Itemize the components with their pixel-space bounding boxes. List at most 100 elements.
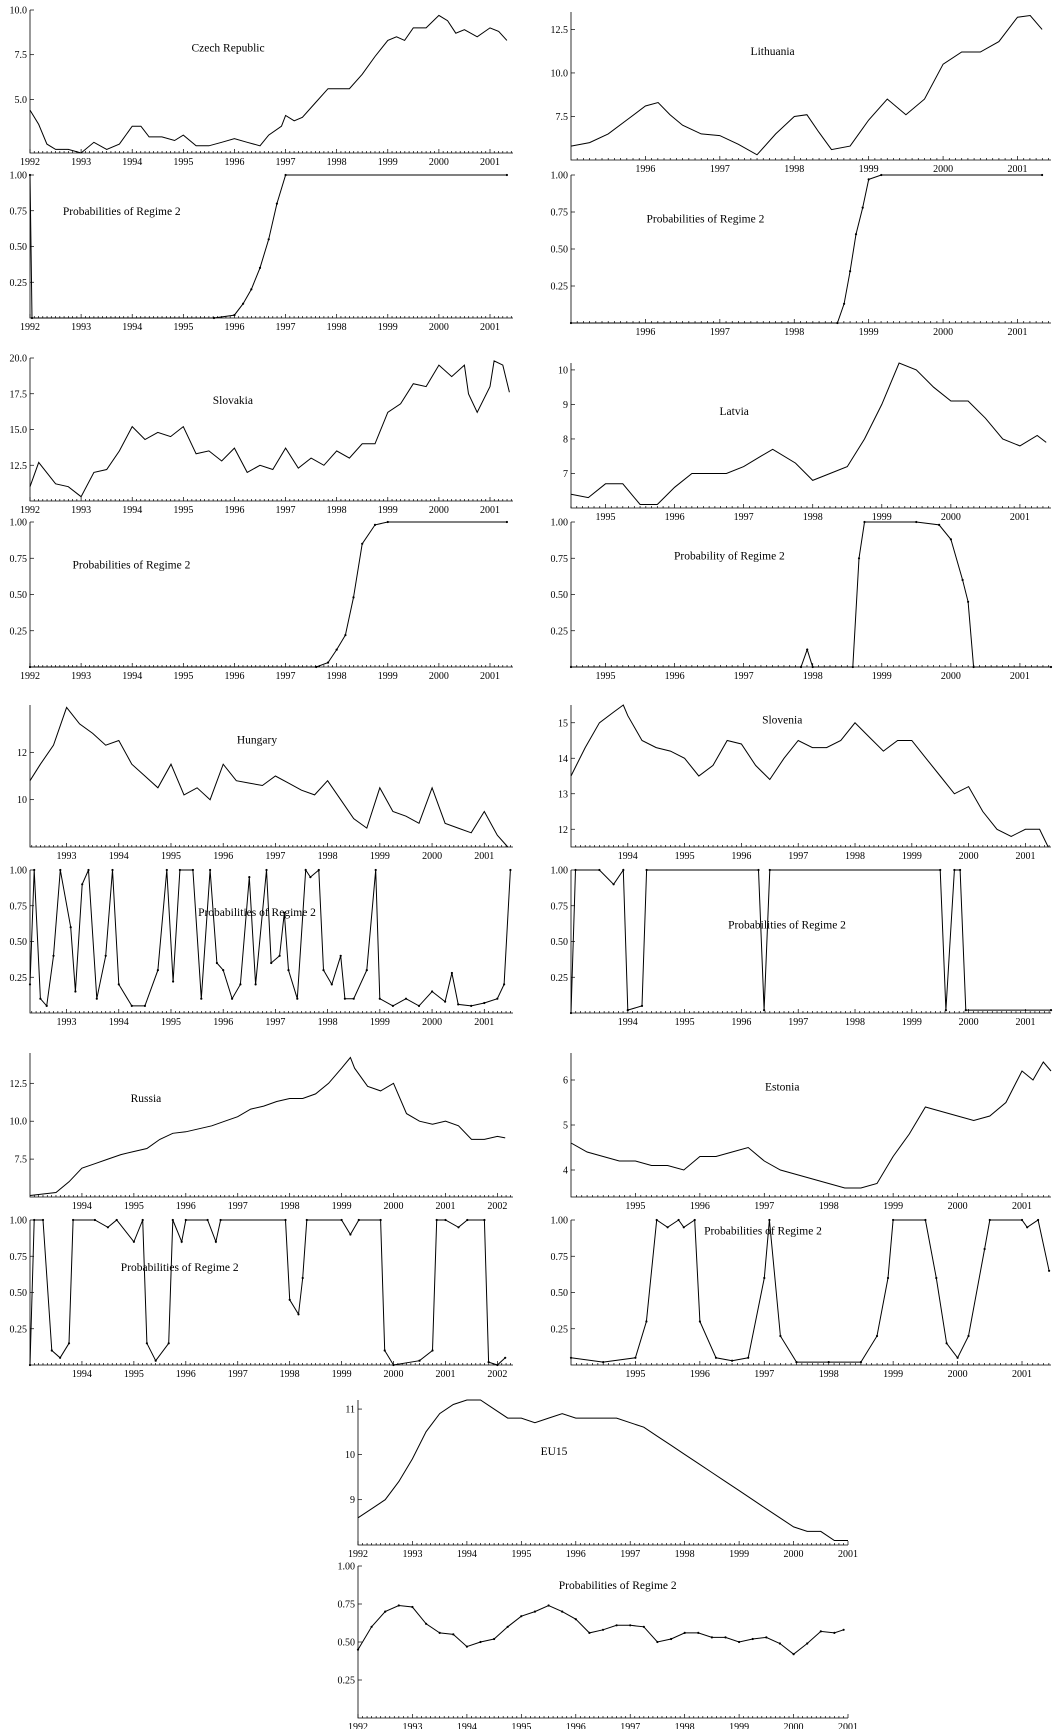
x-tick-label: 1998 [318, 1017, 338, 1028]
x-tick-label: 1996 [690, 1201, 710, 1212]
data-point [392, 1363, 395, 1367]
data-point [206, 1218, 209, 1222]
chart-panel-13: 1994 1995 1996 1997 1998 1999 2000 2001 2002 7.5 1… [10, 1053, 513, 1212]
axis-frame [570, 1220, 1051, 1366]
x-tick-label: 1999 [370, 1017, 390, 1028]
data-point [849, 270, 852, 273]
x-tick-label: 1998 [784, 327, 804, 338]
x-tick-label: 1994 [457, 1722, 477, 1729]
y-tick-label: 12.5 [551, 25, 569, 36]
data-point [72, 1218, 75, 1222]
x-tick-label: 1993 [71, 157, 91, 168]
x-tick-label: 1996 [224, 505, 244, 516]
data-point [132, 1240, 135, 1243]
data-point [343, 997, 346, 1000]
chart-panel-4: 1996 1997 1998 1999 2000 2001 0.25 0.50 0.75 1.00… [551, 171, 1051, 338]
data-point [117, 983, 120, 986]
data-point [867, 178, 870, 181]
data-point [239, 983, 242, 986]
x-tick-label: 1996 [635, 327, 655, 338]
x-tick-label: 1998 [327, 322, 347, 333]
data-point [41, 1218, 45, 1222]
data-point [50, 1349, 53, 1352]
x-tick-label: 1998 [327, 505, 347, 516]
data-point [483, 1218, 486, 1222]
data-point [768, 868, 771, 872]
panel-title: Estonia [765, 1081, 800, 1093]
x-tick-label: 1997 [788, 851, 808, 862]
x-tick-label: 1992 [20, 322, 40, 333]
data-point [863, 520, 866, 524]
series-line-1 [30, 521, 507, 668]
data-point [670, 1637, 673, 1641]
y-tick-label: 0.75 [551, 901, 569, 912]
x-tick-label: 1999 [902, 851, 922, 862]
panel-title: Slovenia [762, 714, 802, 726]
data-point [747, 1356, 750, 1359]
x-tick-label: 2001 [435, 1201, 455, 1212]
data-point [165, 868, 168, 872]
x-tick-label: 1999 [332, 1369, 352, 1380]
data-point [339, 954, 342, 957]
data-point [836, 321, 839, 325]
x-tick-label: 2001 [480, 505, 500, 516]
data-point [505, 520, 508, 524]
data-point [615, 1624, 618, 1627]
x-tick-label: 1995 [511, 1549, 531, 1560]
data-point [93, 1218, 96, 1222]
data-point [763, 1276, 766, 1280]
x-tick-label: 2001 [1008, 164, 1028, 175]
x-tick-label: 1997 [276, 505, 296, 516]
data-point [924, 1218, 927, 1222]
x-tick-label: 1995 [173, 157, 193, 168]
y-tick-label: 1.00 [551, 866, 569, 877]
chart-panel-6: 1992 1993 1994 1995 1996 1997 1998 1999 2000 2001… [10, 518, 513, 682]
x-tick-label: 1994 [72, 1369, 92, 1380]
chart-panel-17: 1992 1993 1994 1995 1996 1997 1998 1999 2000 2001… [345, 1399, 858, 1560]
series-line-1 [29, 1219, 506, 1366]
data-point [28, 173, 32, 177]
x-tick-label: 1999 [332, 1201, 352, 1212]
x-tick-label: 1995 [173, 505, 193, 516]
data-point [714, 1356, 718, 1359]
data-point [28, 665, 32, 669]
data-point [792, 1653, 795, 1656]
y-tick-label: 15 [558, 718, 568, 729]
x-tick-label: 1999 [872, 512, 892, 523]
data-point [167, 1342, 170, 1345]
panel-title: EU15 [541, 1446, 568, 1458]
data-point [130, 1004, 133, 1008]
x-tick-label: 1992 [20, 671, 40, 682]
data-point [267, 238, 270, 241]
axis-frame [29, 1053, 513, 1198]
x-tick-label: 1994 [618, 851, 638, 862]
data-point [959, 868, 962, 872]
panel-title: Probabilities of Regime 2 [198, 907, 316, 919]
data-point [326, 661, 330, 664]
x-tick-label: 1995 [173, 671, 193, 682]
y-tick-label: 7.5 [556, 112, 569, 123]
x-tick-label: 2000 [429, 505, 449, 516]
x-tick-label: 2001 [838, 1549, 858, 1560]
panel-title: Russia [131, 1093, 162, 1105]
data-point [602, 1361, 605, 1364]
data-point [520, 1615, 523, 1618]
x-tick-label: 1997 [228, 1201, 248, 1212]
data-point [629, 1624, 632, 1627]
data-point [875, 1334, 879, 1338]
chart-panel-9: 1993 1994 1995 1996 1997 1998 1999 2000 2001 10 12… [17, 705, 513, 862]
data-point [356, 1648, 360, 1651]
data-point [1041, 173, 1044, 177]
x-tick-label: 1995 [596, 512, 616, 523]
y-tick-label: 0.75 [551, 554, 569, 565]
data-point [111, 868, 114, 872]
x-tick-label: 1996 [213, 1017, 233, 1028]
x-tick-label: 1996 [731, 1017, 751, 1028]
x-tick-label: 1999 [378, 505, 398, 516]
chart-panel-16: 1995 1996 1997 1998 1999 2000 2001 0.25 0.50 0.75… [551, 1216, 1051, 1380]
y-tick-label: 1.00 [10, 1216, 28, 1227]
chart-panel-15: 1995 1996 1997 1998 1999 2000 2001 4 5 6 Estonia [563, 1053, 1052, 1212]
data-point [731, 1359, 734, 1362]
data-point [988, 1218, 991, 1222]
x-tick-label: 2001 [480, 322, 500, 333]
